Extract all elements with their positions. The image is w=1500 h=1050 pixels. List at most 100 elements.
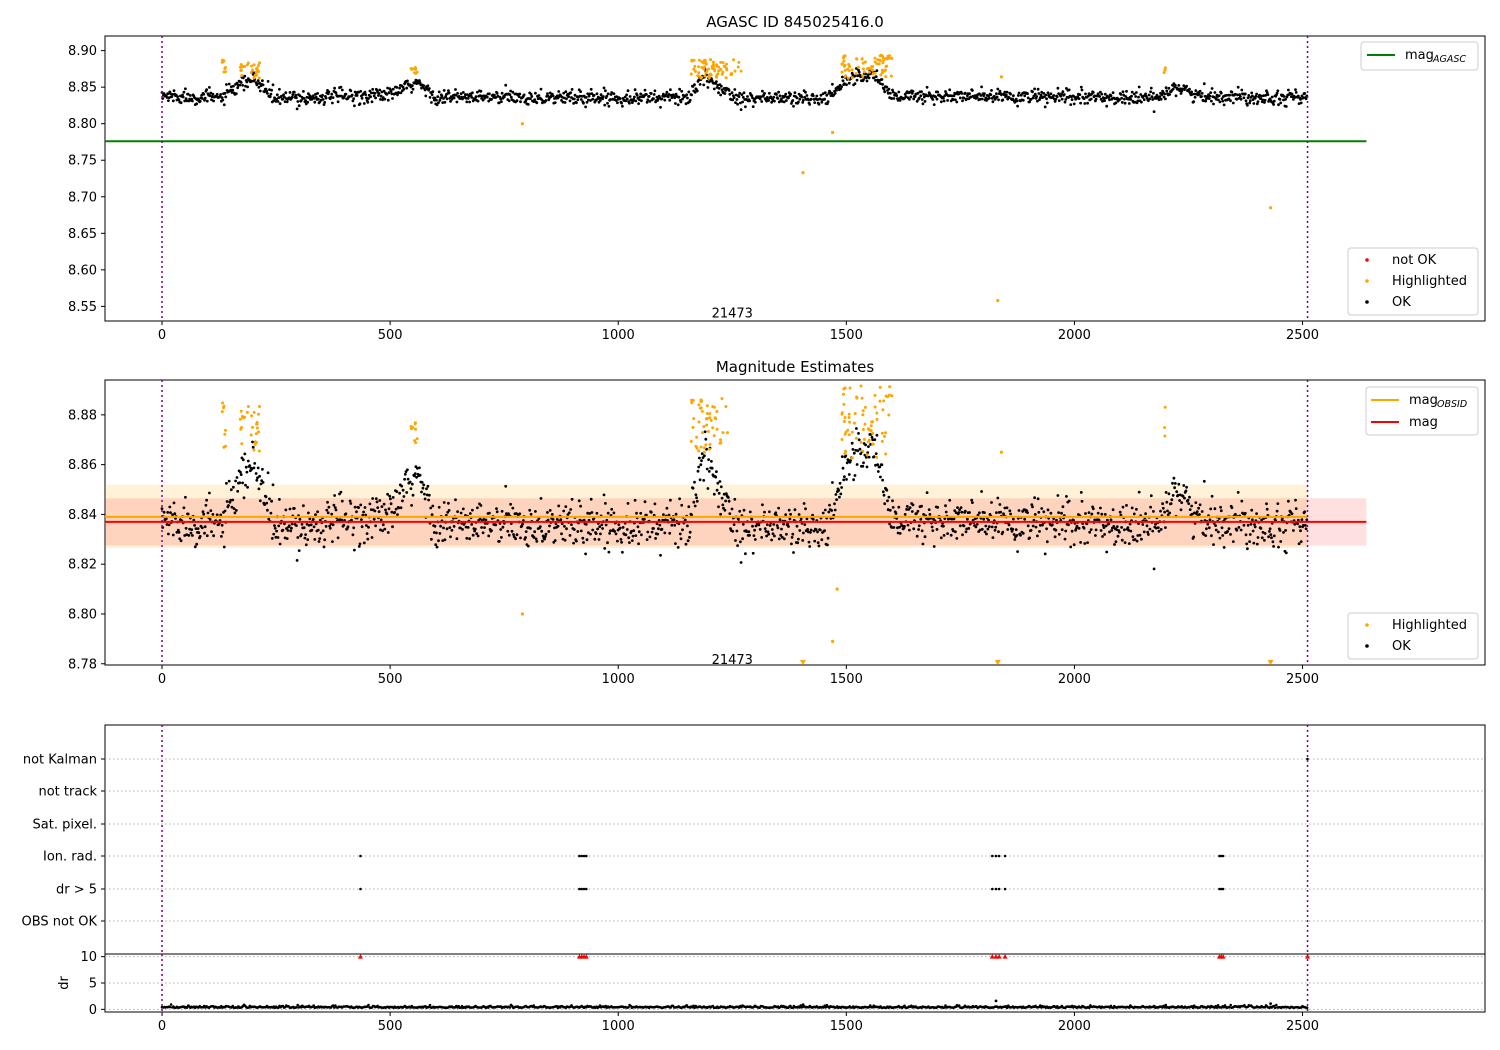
highlighted-point xyxy=(243,415,247,419)
highlighted-point xyxy=(847,69,851,73)
ok-point xyxy=(874,79,877,82)
ok-point xyxy=(1156,526,1160,529)
ok-point xyxy=(316,92,319,95)
ok-point xyxy=(232,84,235,88)
ok-point xyxy=(768,510,771,514)
highlighted-point xyxy=(240,74,244,77)
ok-point xyxy=(348,499,352,503)
y-tick-label: 8.60 xyxy=(68,263,97,278)
ok-point xyxy=(537,94,541,97)
ok-point xyxy=(1182,84,1186,87)
ok-point xyxy=(637,542,640,546)
highlighted-point xyxy=(243,65,247,68)
x-tick-label: 2000 xyxy=(1058,328,1091,343)
ok-point xyxy=(791,532,795,536)
ok-point xyxy=(782,537,786,541)
ok-point xyxy=(326,511,330,515)
ok-point xyxy=(802,531,805,535)
ok-point xyxy=(922,95,926,99)
highlighted-point xyxy=(861,413,865,417)
ok-point xyxy=(761,503,764,507)
ok-point xyxy=(507,533,511,537)
highlighted-point xyxy=(697,71,701,75)
ok-point xyxy=(1226,530,1229,533)
ok-point xyxy=(881,478,884,482)
ok-point xyxy=(787,96,790,100)
ok-point xyxy=(650,530,654,534)
ok-point xyxy=(346,525,350,529)
ok-point xyxy=(1007,523,1011,527)
highlighted-point xyxy=(692,417,696,421)
ok-point xyxy=(631,534,635,538)
ok-point xyxy=(1174,94,1178,98)
ok-point xyxy=(816,541,820,545)
dr-clipped-marker xyxy=(996,954,1002,959)
flag-point xyxy=(1221,887,1225,891)
ok-point xyxy=(854,448,858,452)
flag-point xyxy=(578,854,581,858)
ok-point xyxy=(519,536,522,540)
ok-point xyxy=(534,510,537,513)
highlighted-point xyxy=(842,59,846,63)
ok-point xyxy=(1029,528,1033,532)
ok-point xyxy=(584,96,588,99)
ok-point xyxy=(1026,92,1029,95)
ok-point xyxy=(1005,90,1009,94)
ok-point xyxy=(1045,527,1048,531)
ok-point xyxy=(1303,92,1307,95)
ok-point xyxy=(1242,96,1246,100)
ok-point xyxy=(291,93,295,96)
ok-point xyxy=(668,531,672,535)
ok-point xyxy=(614,99,618,102)
ok-point xyxy=(960,92,964,95)
dr-point xyxy=(944,1004,947,1007)
dr-point xyxy=(1275,1003,1278,1007)
ok-point xyxy=(1224,94,1228,97)
ok-point xyxy=(1116,534,1120,538)
ok-point xyxy=(330,92,334,96)
ok-point xyxy=(578,94,582,98)
ok-point xyxy=(646,98,650,102)
ok-point xyxy=(823,91,827,95)
highlighted-point xyxy=(690,401,694,405)
ok-point xyxy=(295,524,298,527)
highlighted-point xyxy=(705,423,709,427)
ok-point xyxy=(1198,92,1201,96)
ok-point xyxy=(423,88,427,92)
ok-point xyxy=(719,512,722,516)
ok-point xyxy=(856,74,860,78)
ok-point xyxy=(1072,102,1076,106)
ok-point xyxy=(944,504,947,508)
ok-point xyxy=(1164,526,1167,529)
ok-point xyxy=(1163,92,1167,96)
ok-point xyxy=(1272,99,1276,103)
ok-point xyxy=(895,94,899,97)
ok-point xyxy=(246,85,250,89)
highlighted-point xyxy=(253,74,257,78)
ok-point xyxy=(175,530,179,534)
ok-point xyxy=(378,88,382,92)
ok-point xyxy=(401,85,405,89)
ok-point xyxy=(461,91,465,94)
ok-point xyxy=(1065,495,1068,498)
ok-point xyxy=(694,493,698,497)
ok-point xyxy=(390,510,394,514)
ok-point xyxy=(742,508,746,512)
ok-point xyxy=(227,82,231,86)
ok-point xyxy=(246,459,250,463)
ok-point xyxy=(1063,537,1067,541)
ok-point xyxy=(332,503,336,507)
ok-point xyxy=(212,99,216,103)
highlighted-point xyxy=(257,430,261,434)
ok-point xyxy=(1006,528,1010,531)
ok-point xyxy=(965,527,969,531)
ok-point xyxy=(632,529,636,533)
ok-point xyxy=(801,101,805,104)
ok-point xyxy=(763,527,767,530)
ok-point xyxy=(1246,523,1250,527)
ok-point xyxy=(727,499,731,503)
ok-point xyxy=(606,92,610,96)
ok-point xyxy=(1178,493,1182,497)
flag-point xyxy=(1221,854,1225,858)
ok-point xyxy=(286,529,290,532)
